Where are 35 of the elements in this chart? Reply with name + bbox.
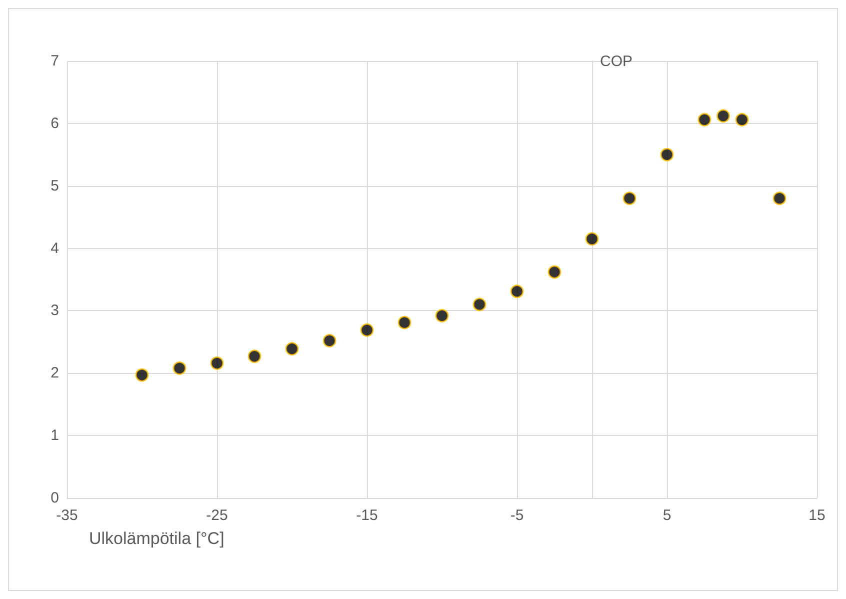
point: [210, 356, 224, 370]
x-tick-label: -5: [510, 507, 524, 524]
point: [398, 316, 412, 330]
y-tick-label: 6: [50, 114, 59, 132]
point: [172, 361, 186, 375]
point: [735, 112, 749, 126]
point: [360, 323, 374, 337]
x-tick-label: -35: [56, 507, 78, 524]
point: [548, 265, 562, 279]
y-tick-label: 7: [50, 52, 59, 70]
y-tick-label: 2: [50, 364, 59, 382]
x-tick-label: -25: [206, 507, 228, 524]
y-tick-label: 0: [50, 490, 59, 506]
y-tick-label: 3: [50, 302, 59, 320]
y-tick-label: 5: [50, 177, 59, 194]
y-tick-label: 1: [50, 427, 59, 444]
x-tick-label: 5: [662, 507, 672, 524]
point: [135, 368, 149, 382]
point: [622, 192, 636, 206]
point: [435, 308, 449, 322]
point: [772, 192, 786, 206]
x-axis-title: Ulkolämpötila [°C]: [89, 529, 224, 548]
point: [472, 298, 486, 312]
y-tick-label: 4: [50, 240, 59, 257]
point: [585, 232, 599, 246]
point: [322, 334, 336, 348]
x-tick-label: -15: [356, 507, 378, 524]
point: [248, 350, 262, 364]
point: [510, 284, 524, 298]
y-axis-title: COP: [600, 53, 633, 70]
point: [660, 148, 674, 162]
x-tick-label: 15: [808, 507, 826, 524]
point: [698, 112, 712, 126]
point: [285, 342, 299, 356]
point: [716, 109, 730, 123]
